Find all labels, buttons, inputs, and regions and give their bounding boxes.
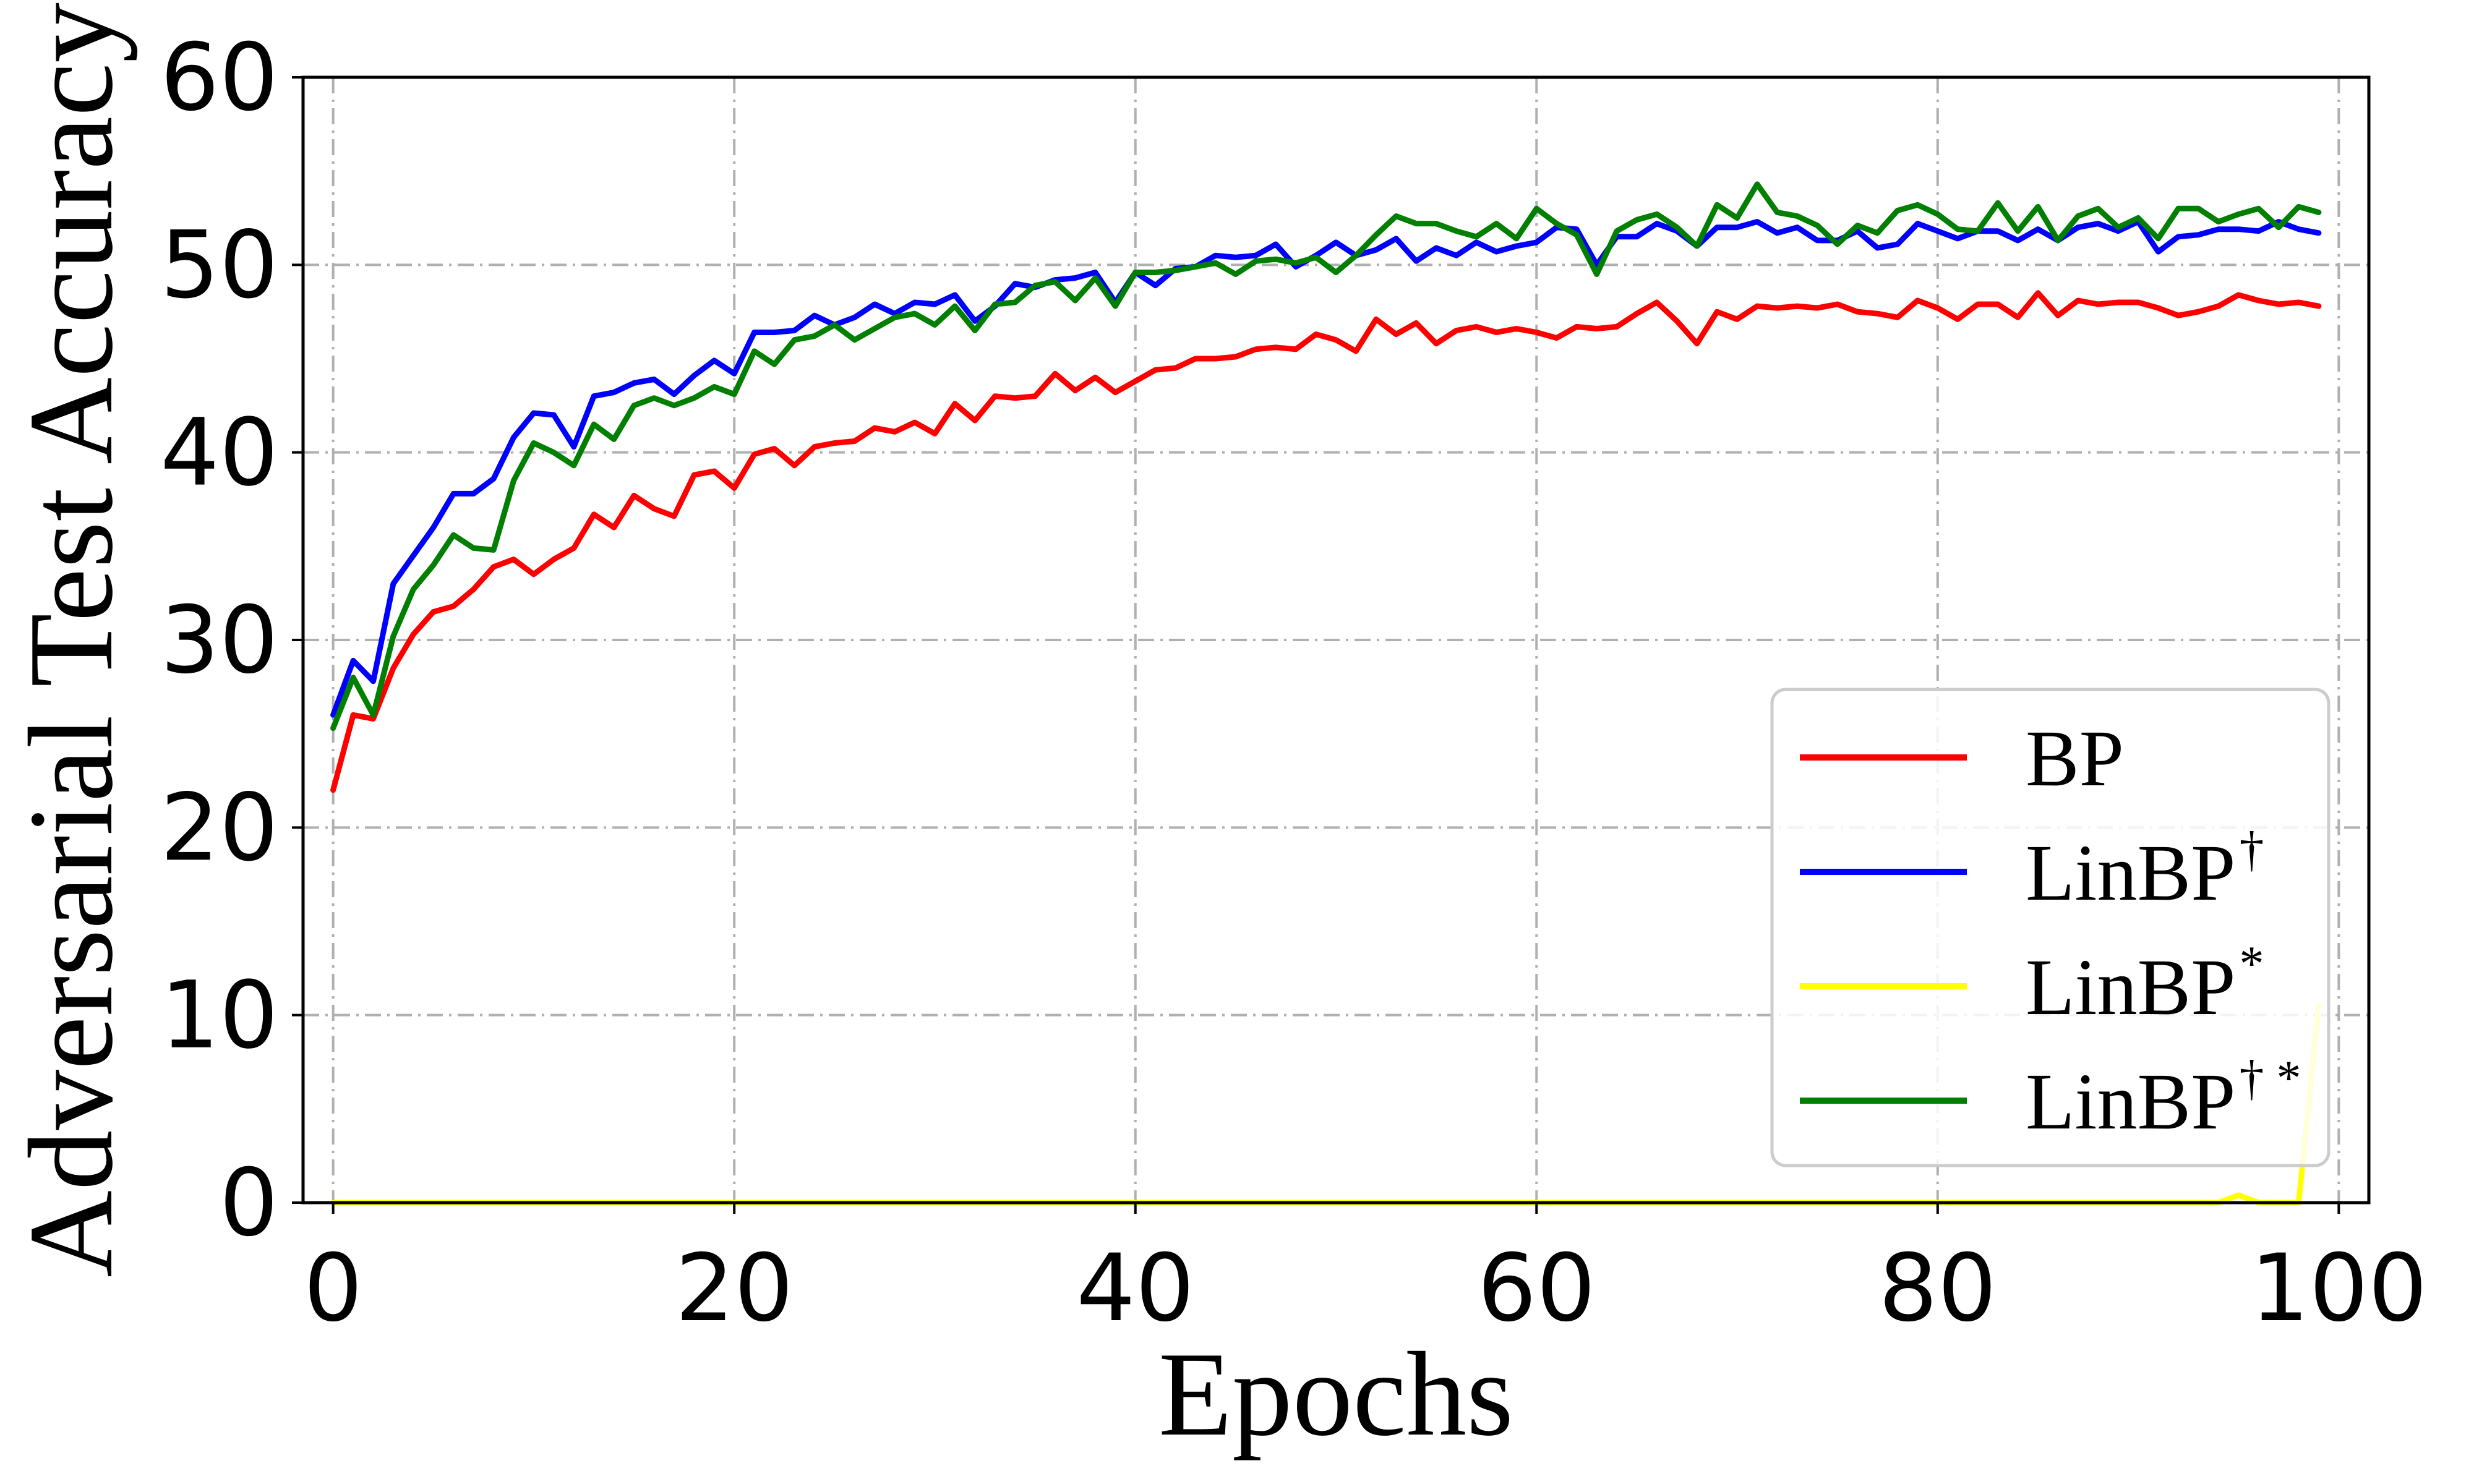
legend-label-text: LinBP (2026, 1057, 2236, 1146)
x-tick-label: 80 (1878, 1235, 1997, 1342)
legend-label-text: BP (2026, 714, 2124, 803)
legend-label-text: LinBP (2026, 943, 2236, 1032)
legend-label-superscript: * (2240, 937, 2264, 991)
x-tick-label: 20 (675, 1235, 794, 1342)
legend-label-superscript: † (2240, 822, 2264, 877)
y-tick-label: 20 (160, 774, 278, 882)
x-tick-label: 40 (1076, 1235, 1194, 1342)
series-line-linbp-3 (330, 181, 2322, 731)
legend-label: LinBP† (2026, 822, 2264, 918)
y-tick-label: 0 (220, 1149, 278, 1257)
y-tick-label: 40 (160, 399, 278, 507)
legend-label: LinBP* (2026, 937, 2264, 1032)
x-tick-label: 0 (304, 1235, 362, 1342)
legend-label-superscript: † * (2240, 1051, 2301, 1106)
y-tick-label: 10 (160, 962, 278, 1070)
y-tick-label: 50 (160, 211, 278, 319)
x-axis-label: Epochs (1158, 1328, 1513, 1461)
x-tick-label: 60 (1478, 1235, 1596, 1342)
legend-box (1770, 688, 2331, 1167)
series-line-linbp-1 (330, 219, 2322, 718)
legend-label: BP (2026, 714, 2124, 803)
axis-ticks: 0 20 40 60 80 100 0 10 20 30 40 50 60 (160, 24, 2427, 1342)
y-tick-label: 30 (160, 587, 278, 694)
legend-label-text: LinBP (2026, 829, 2236, 918)
y-tick-label: 60 (160, 24, 278, 132)
y-axis-label: Adversarial Test Accuracy (4, 2, 138, 1277)
series-line-bp-0 (330, 290, 2322, 793)
x-tick-label: 100 (2250, 1235, 2427, 1342)
legend-label: LinBP† * (2026, 1051, 2301, 1146)
